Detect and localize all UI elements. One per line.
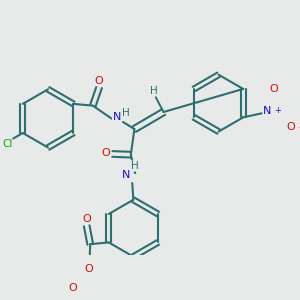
Text: O: O bbox=[95, 76, 103, 86]
Text: H: H bbox=[122, 108, 130, 118]
Text: O: O bbox=[286, 122, 295, 132]
Text: O: O bbox=[84, 264, 93, 274]
Text: O: O bbox=[68, 283, 77, 293]
Text: +: + bbox=[274, 106, 281, 116]
Text: N: N bbox=[112, 112, 121, 122]
Text: N: N bbox=[122, 170, 130, 180]
Text: O: O bbox=[269, 84, 278, 94]
Text: Cl: Cl bbox=[2, 139, 12, 149]
Text: N: N bbox=[263, 106, 271, 116]
Text: O: O bbox=[82, 214, 91, 224]
Text: H: H bbox=[150, 86, 158, 96]
Text: -: - bbox=[299, 122, 300, 132]
Text: H: H bbox=[131, 161, 139, 171]
Text: O: O bbox=[102, 148, 110, 158]
